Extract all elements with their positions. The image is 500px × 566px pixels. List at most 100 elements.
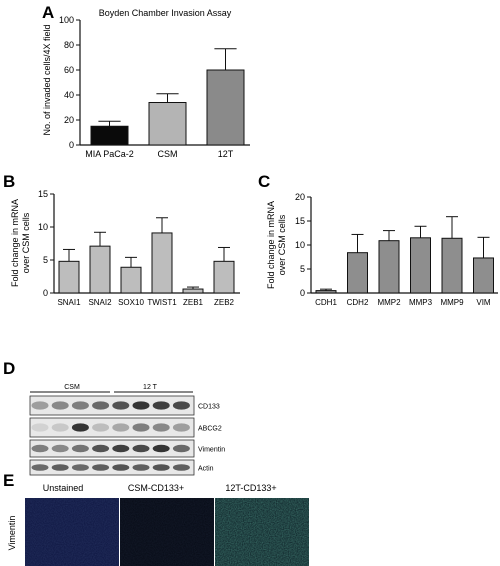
y-tick-label: 20 <box>64 115 74 125</box>
blot-band-label: Actin <box>198 466 214 473</box>
bar <box>120 266 142 294</box>
x-tick-label: MMP9 <box>440 298 464 307</box>
x-tick-label: MIA PaCa-2 <box>85 149 134 159</box>
bar <box>182 288 204 294</box>
western-blot: CSM 12 T CD133 ABCG2 Vimentin Actin <box>29 384 225 476</box>
blot-strip <box>29 459 195 476</box>
x-tick-label: CDH1 <box>315 298 337 307</box>
blot-group-label-csm: CSM <box>64 384 80 391</box>
bar <box>148 102 187 146</box>
blot-band <box>112 464 130 471</box>
x-tick-label: ZEB1 <box>183 298 204 307</box>
blot-band-label: Vimentin <box>198 447 225 454</box>
x-tick-label: SNAI1 <box>57 298 81 307</box>
blot-band <box>92 423 110 432</box>
y-tick-label: 15 <box>295 216 305 226</box>
bar <box>378 240 400 294</box>
blot-band <box>132 423 150 432</box>
blot-band <box>112 423 130 432</box>
x-tick-label: 12T <box>218 149 234 159</box>
panel-label-e: E <box>3 471 14 490</box>
bar <box>213 260 235 294</box>
y-tick-label: 5 <box>300 264 305 274</box>
blot-band <box>71 444 89 453</box>
blot-band <box>51 464 69 471</box>
bar <box>58 260 80 294</box>
bar <box>151 232 173 294</box>
blot-band <box>152 423 170 432</box>
y-axis-label: Fold change in mRNAover CSM cells <box>10 199 31 287</box>
y-axis-label: No. of invaded cells/4X field <box>42 24 52 135</box>
blot-band <box>112 444 130 453</box>
blot-band <box>71 464 89 471</box>
x-tick-label: ZEB2 <box>214 298 235 307</box>
y-tick-label: 0 <box>69 140 74 150</box>
chart-c-mmp-mrna: Fold change in mRNAover CSM cells 0 5 10 15 2… <box>266 192 498 307</box>
y-tick-label: 20 <box>295 192 305 202</box>
blot-band <box>152 401 170 410</box>
x-tick-label: TWIST1 <box>147 298 177 307</box>
x-tick-label: CDH2 <box>347 298 369 307</box>
blot-band <box>112 401 130 410</box>
blot-strip <box>29 395 195 416</box>
y-tick-label: 40 <box>64 90 74 100</box>
blot-band <box>132 464 150 471</box>
blot-band <box>172 423 190 432</box>
bar <box>89 245 111 294</box>
blot-band <box>172 444 190 453</box>
blot-band <box>31 464 49 471</box>
bar <box>206 69 245 146</box>
panel-label-b: B <box>3 172 15 191</box>
y-tick-label: 5 <box>43 255 48 265</box>
blot-group-label-12t: 12 T <box>143 384 158 391</box>
blot-strip <box>29 439 195 458</box>
panel-label-d: D <box>3 359 15 378</box>
micrograph-row-label: Vimentin <box>7 516 17 551</box>
x-tick-label: CSM <box>158 149 178 159</box>
micrograph-row: Vimentin Unstained CSM-CD133+ 12T-CD133+ <box>7 483 309 566</box>
micrograph-title-12t: 12T-CD133+ <box>225 483 276 493</box>
blot-band <box>152 444 170 453</box>
micrograph-title-csm: CSM-CD133+ <box>128 483 184 493</box>
y-tick-label: 0 <box>43 288 48 298</box>
blot-band <box>132 444 150 453</box>
blot-band <box>92 401 110 410</box>
blot-band-label: CD133 <box>198 404 220 411</box>
panel-label-c: C <box>258 172 270 191</box>
x-tick-label: VIM <box>476 298 491 307</box>
blot-band <box>31 444 49 453</box>
bar <box>410 237 431 294</box>
blot-band <box>51 401 69 410</box>
bar <box>90 125 129 146</box>
blot-band <box>152 464 170 471</box>
y-tick-label: 0 <box>300 288 305 298</box>
blot-band <box>172 401 190 410</box>
y-tick-label: 15 <box>38 189 48 199</box>
chart-a-invasion: Boyden Chamber Invasion Assay No. of inva… <box>42 8 250 159</box>
blot-band <box>71 423 89 432</box>
chart-title: Boyden Chamber Invasion Assay <box>99 8 232 18</box>
x-tick-label: MMP3 <box>409 298 433 307</box>
blot-band-label: ABCG2 <box>198 426 222 433</box>
blot-band <box>172 464 190 471</box>
x-tick-label: SOX10 <box>118 298 144 307</box>
bar <box>441 237 463 294</box>
panel-label-a: A <box>42 3 54 22</box>
micrograph-title-unstained: Unstained <box>43 483 84 493</box>
blot-band <box>31 423 49 432</box>
blot-band <box>132 401 150 410</box>
y-tick-label: 10 <box>295 240 305 250</box>
y-axis-label: Fold change in mRNAover CSM cells <box>266 201 287 289</box>
x-tick-label: MMP2 <box>377 298 401 307</box>
y-tick-label: 80 <box>64 40 74 50</box>
blot-band <box>51 423 69 432</box>
y-tick-label: 10 <box>38 222 48 232</box>
bar <box>473 257 494 294</box>
blot-band <box>92 444 110 453</box>
chart-b-emt-mrna: Fold change in mRNAover CSM cells 0 5 10 15 S… <box>10 189 240 307</box>
bar <box>347 252 368 294</box>
bar <box>315 290 337 294</box>
blot-band <box>71 401 89 410</box>
blot-band <box>31 401 49 410</box>
